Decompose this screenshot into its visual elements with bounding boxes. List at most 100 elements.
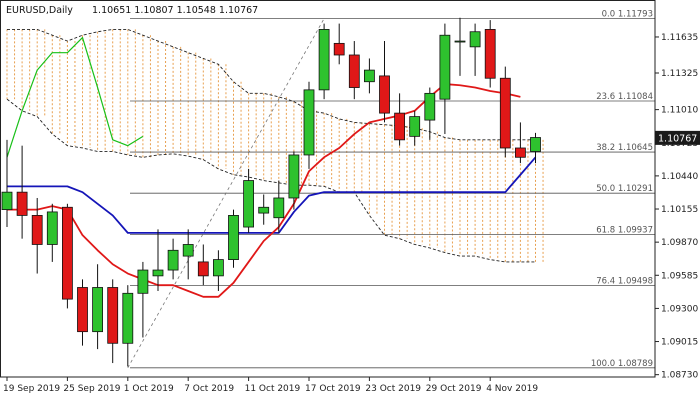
candle — [137, 261, 149, 338]
candle — [152, 229, 164, 291]
candle — [228, 209, 239, 268]
candle — [394, 93, 406, 146]
candle — [499, 66, 511, 158]
chart-symbol: EURUSD,Daily — [6, 5, 73, 16]
candle — [62, 203, 73, 309]
candle — [46, 203, 58, 262]
fib-level-label: 50.0 1.10291 — [596, 184, 653, 194]
candle — [212, 250, 224, 291]
candle — [107, 279, 119, 364]
candle-body — [16, 191, 28, 216]
candle-body — [469, 31, 481, 48]
candle-body — [439, 34, 451, 100]
candle-body — [31, 215, 43, 245]
candle — [77, 279, 88, 346]
candle — [288, 151, 300, 210]
candle-body — [530, 137, 541, 152]
candle-body — [288, 154, 300, 199]
candle-body — [258, 206, 270, 214]
candle — [409, 110, 421, 146]
x-tick-label: 23 Oct 2019 — [365, 384, 421, 394]
candle-body — [197, 261, 209, 277]
candle-body — [409, 116, 421, 137]
candle-body — [152, 269, 164, 277]
y-tick-label: 1.09870 — [661, 238, 698, 248]
candle-body — [107, 287, 119, 344]
candle-body — [77, 287, 88, 333]
candle — [530, 132, 541, 164]
fib-trend-line — [127, 18, 325, 369]
cloud-upper-boundary — [7, 28, 536, 141]
candle — [318, 23, 330, 100]
indicator-lines — [6, 36, 537, 298]
candle — [92, 264, 103, 350]
candle — [31, 197, 43, 274]
candle — [363, 58, 375, 94]
fib-level-label: 23.6 1.11084 — [596, 92, 653, 102]
candle — [333, 23, 345, 65]
y-tick-label: 1.08730 — [661, 371, 698, 381]
plot-frame — [0, 0, 656, 378]
fib-level-label: 38.2 1.10645 — [596, 143, 653, 153]
chikou-span-line — [6, 36, 144, 158]
y-tick-label: 1.10155 — [661, 205, 698, 215]
candles — [1, 17, 541, 367]
candle-body — [303, 89, 315, 156]
candle-body — [318, 29, 330, 91]
candle-body — [348, 54, 360, 88]
x-tick-label: 7 Oct 2019 — [184, 384, 234, 394]
candle — [167, 238, 179, 280]
x-tick-label: 25 Sep 2019 — [63, 384, 120, 394]
candle — [16, 145, 28, 239]
kijun-sen-line — [7, 156, 537, 234]
candle — [243, 168, 255, 233]
candle-body — [167, 249, 179, 271]
x-tick-label: 29 Oct 2019 — [426, 384, 482, 394]
fib-level-label: 0.0 1.11793 — [602, 10, 653, 20]
ichimoku-cloud — [6, 28, 544, 263]
fib-level-label: 100.0 1.08789 — [591, 359, 653, 369]
tenkan-sen-line — [7, 83, 521, 298]
candle-body — [182, 244, 194, 257]
candle-body — [363, 69, 375, 83]
candle — [484, 20, 496, 88]
fib-level-label: 61.8 1.09937 — [596, 225, 653, 235]
x-tick-label: 19 Sep 2019 — [3, 384, 60, 394]
candle-body — [424, 92, 436, 121]
candle — [379, 41, 390, 123]
candle-body — [379, 75, 390, 114]
current-price-box — [655, 130, 700, 145]
candle-body — [1, 191, 13, 211]
y-tick-label: 1.11325 — [661, 69, 698, 79]
candle-body — [333, 42, 345, 56]
candle — [469, 23, 481, 76]
candle-body — [62, 206, 73, 300]
x-tick-label: 17 Oct 2019 — [305, 384, 361, 394]
y-tick-label: 1.11635 — [661, 33, 698, 43]
y-tick-label: 1.10440 — [661, 172, 698, 182]
y-tick-label: 1.09300 — [661, 304, 698, 314]
candle — [182, 229, 194, 280]
candle-body — [212, 259, 224, 277]
x-tick-label: 4 Nov 2019 — [486, 384, 538, 394]
candle — [197, 244, 209, 286]
candle — [515, 122, 526, 164]
candle — [1, 139, 13, 228]
candle — [454, 17, 466, 76]
candle-body — [515, 147, 526, 158]
candle-body — [46, 211, 58, 245]
candle — [273, 180, 285, 233]
candle — [348, 41, 360, 100]
candle-body — [122, 292, 134, 344]
candle — [303, 81, 315, 169]
candle-body — [454, 40, 466, 43]
candle-body — [499, 77, 511, 149]
x-tick-label: 1 Oct 2019 — [124, 384, 174, 394]
fibonacci-levels: 0.0 1.11793 23.6 1.11084 38.2 1.10645 50.0 … — [127, 10, 655, 369]
y-tick-label: 1.11010 — [661, 106, 698, 116]
chart-ohlc: 1.10651 1.10807 1.10548 1.10767 — [92, 5, 258, 16]
candle — [424, 87, 436, 140]
